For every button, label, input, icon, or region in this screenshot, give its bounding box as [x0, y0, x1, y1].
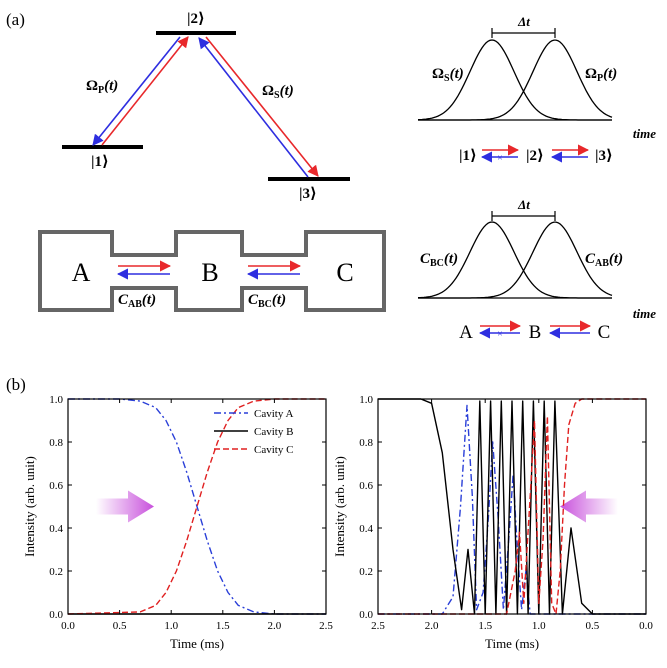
transfer-top-cross: ×	[497, 153, 503, 164]
level-1-label: |1⟩	[91, 154, 109, 170]
coupling-bc-label: CBC(t)	[248, 292, 286, 310]
cavity-outline	[38, 230, 386, 312]
stokes-down-arrow	[205, 36, 319, 177]
indicator-arrow-left	[560, 490, 618, 523]
cavity-diagram: A B C CAB(t) CBC(t)	[38, 230, 386, 312]
x-tick-label: 0.5	[586, 620, 600, 632]
level-3-label: |3⟩	[299, 186, 317, 202]
chart-left: 0.0 0.5 1.0 1.5 2.0 2.5 0.0 0.2 0.4 0.6 0.8 1.0 Time…	[22, 394, 333, 651]
series-line-cavity-b	[378, 398, 646, 615]
cavity-b-label: B	[201, 258, 218, 287]
x-tick-label: 2.5	[371, 620, 385, 632]
x-tick-label: 1.5	[478, 620, 492, 632]
pulse-bottom-left-label: CBC(t)	[420, 251, 458, 269]
y-tick-label: 0.4	[359, 523, 373, 535]
pulse-sequence-top: Δt ΩS(t) ΩP(t) time |1⟩ |2⟩ |3⟩ ×	[417, 14, 656, 164]
pump-up-arrow	[101, 36, 189, 146]
transfer-bottom-b: B	[529, 322, 542, 343]
pulse-sequence-bottom: Δt CBC(t) CAB(t) time A B C ×	[417, 197, 656, 343]
transfer-bottom-c: C	[598, 322, 611, 343]
pulse-bottom-right-label: CAB(t)	[585, 251, 623, 269]
pulse-top-left-label: ΩS(t)	[432, 66, 464, 84]
panel-label-b: (b)	[6, 375, 26, 394]
series-line-cavity-c	[378, 398, 646, 615]
y-tick-label: 0.0	[49, 609, 63, 621]
x-tick-label: 2.5	[319, 620, 333, 632]
y-tick-label: 0.8	[359, 437, 373, 449]
transfer-top-1: |1⟩	[459, 148, 477, 164]
y-tick-label: 0.0	[359, 609, 373, 621]
series-line-cavity-a	[68, 398, 326, 615]
cavity-c-label: C	[336, 258, 353, 287]
level-diagram: |2⟩ |1⟩ |3⟩ ΩP(t) ΩS(t)	[62, 11, 350, 202]
y-axis-label: Intensity (arb. unit)	[22, 456, 37, 557]
x-tick-label: 0.0	[61, 620, 75, 632]
x-tick-label: 2.0	[425, 620, 439, 632]
y-axis-label: Intensity (arb. unit)	[332, 456, 347, 557]
stokes-up-arrow	[198, 37, 309, 178]
chart-right: 2.5 2.0 1.5 1.0 0.5 0.0 0.0 0.2 0.4 0.6 0.8 1.0 Time…	[332, 394, 653, 651]
transfer-top-2: |2⟩	[526, 148, 544, 164]
y-tick-label: 0.8	[49, 437, 63, 449]
indicator-arrow-right	[96, 490, 154, 523]
pulse-top-delay-label: Δt	[517, 14, 530, 29]
y-tick-label: 0.2	[49, 566, 63, 578]
y-tick-label: 1.0	[49, 394, 63, 406]
x-tick-label: 1.0	[164, 620, 178, 632]
x-tick-label: 1.5	[216, 620, 230, 632]
x-tick-label: 2.0	[268, 620, 282, 632]
y-tick-label: 1.0	[359, 394, 373, 406]
level-2-label: |2⟩	[187, 11, 205, 27]
stokes-label: ΩS(t)	[262, 83, 294, 101]
pump-label: ΩP(t)	[86, 78, 118, 96]
legend-label: Cavity A	[254, 408, 293, 420]
y-tick-label: 0.4	[49, 523, 63, 535]
y-tick-label: 0.6	[49, 480, 63, 492]
transfer-bottom-cross: ×	[497, 329, 503, 340]
coupling-ab-label: CAB(t)	[118, 292, 156, 310]
y-tick-label: 0.6	[359, 480, 373, 492]
x-tick-label: 0.0	[639, 620, 653, 632]
transfer-top-3: |3⟩	[595, 148, 613, 164]
x-tick-label: 1.0	[532, 620, 546, 632]
pulse-bottom-axis-label: time	[633, 306, 656, 321]
transfer-bottom-a: A	[459, 322, 473, 343]
x-axis-label: Time (ms)	[485, 636, 539, 651]
y-tick-label: 0.2	[359, 566, 373, 578]
pulse-top-axis-label: time	[633, 126, 656, 141]
series-line-cavity-c	[67, 398, 326, 615]
plot-frame	[377, 398, 647, 615]
pulse-top-right-label: ΩP(t)	[585, 66, 617, 84]
legend-label: Cavity B	[254, 426, 293, 438]
legend-label: Cavity C	[254, 444, 293, 456]
x-tick-label: 0.5	[113, 620, 127, 632]
pump-down-arrow	[92, 36, 181, 146]
plot-frame	[67, 398, 327, 615]
cavity-a-label: A	[72, 258, 91, 287]
pulse-bottom-delay-label: Δt	[517, 197, 530, 212]
panel-label-a: (a)	[6, 10, 25, 29]
x-axis-label: Time (ms)	[170, 636, 224, 651]
